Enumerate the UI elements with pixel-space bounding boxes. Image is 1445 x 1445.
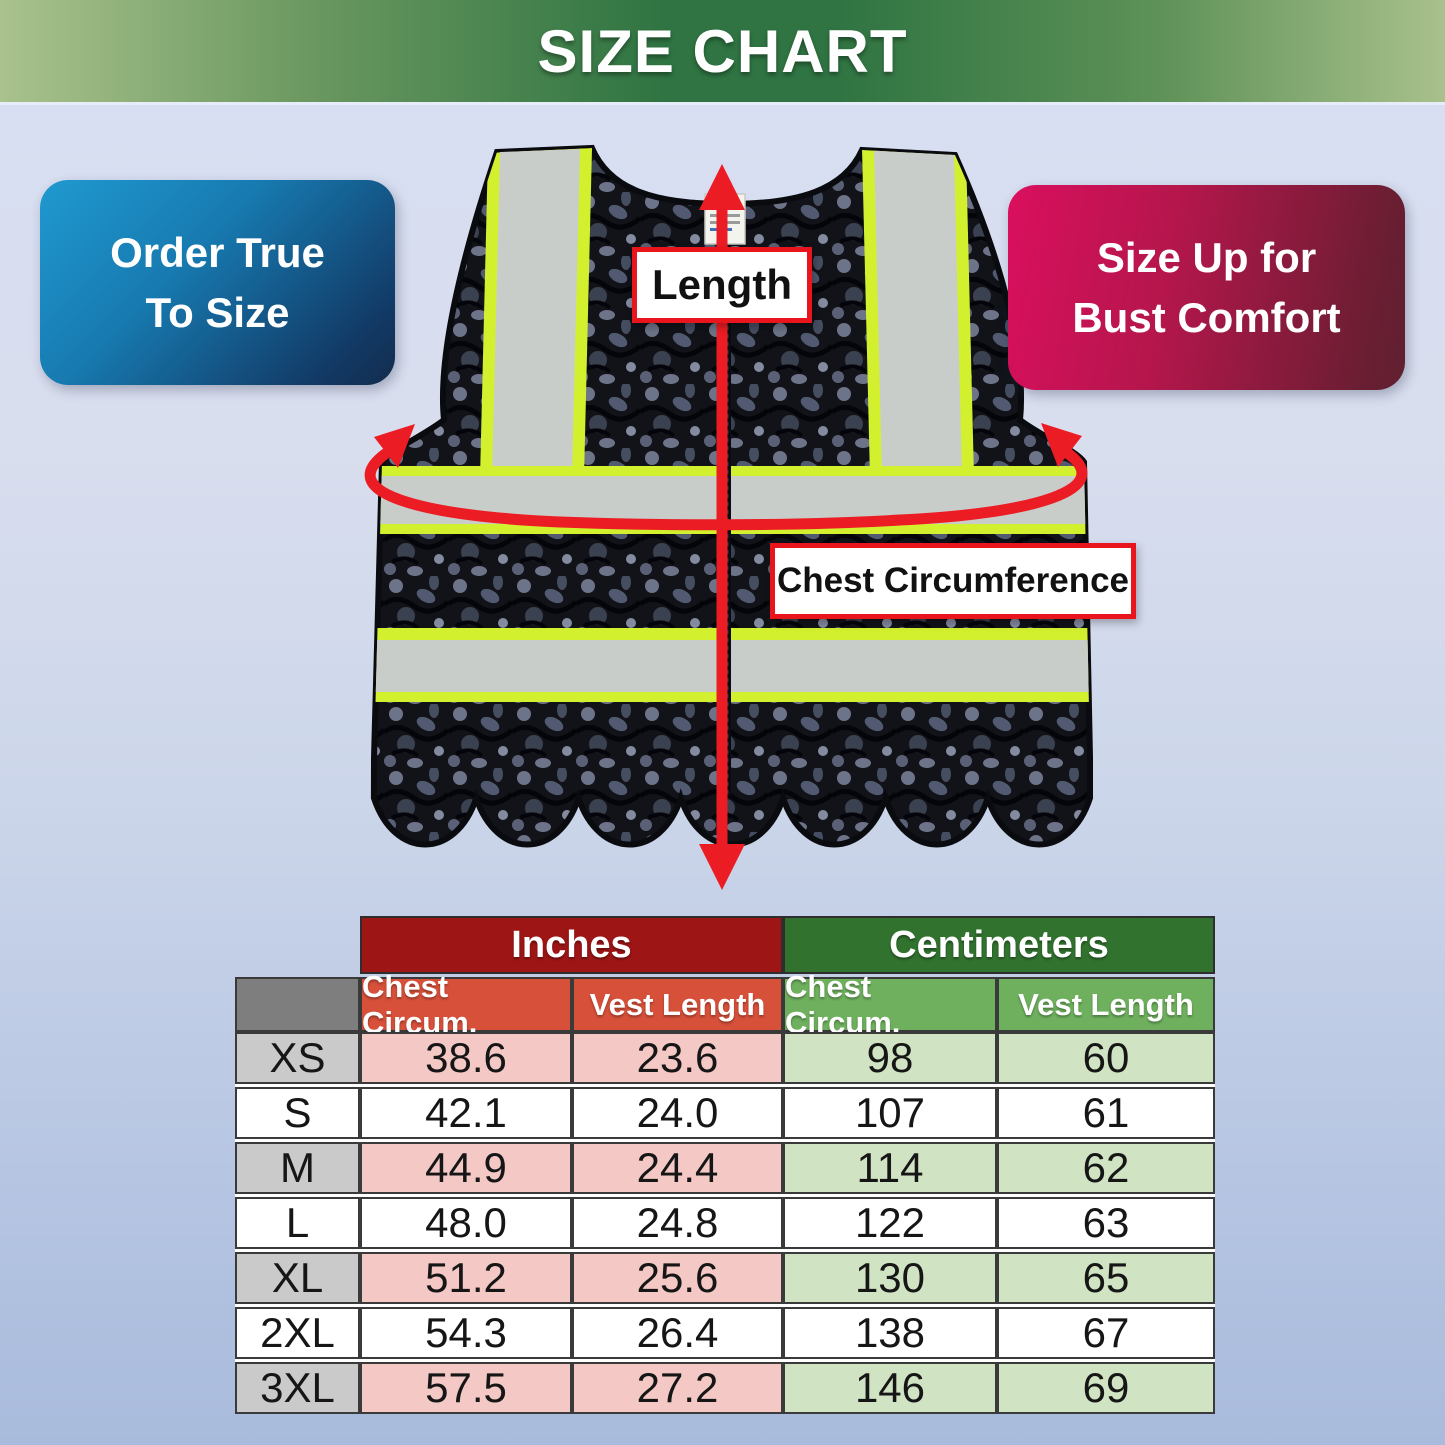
length-label: Length [632, 247, 812, 323]
length-in-cell: 24.0 [572, 1087, 783, 1139]
badge-line: Bust Comfort [1072, 293, 1341, 341]
page-title: SIZE CHART [537, 17, 908, 85]
chest-cm-cell: 98 [783, 1032, 997, 1084]
size-table-grid: Chest Circum. Vest Length Chest Circum. … [235, 969, 1215, 1414]
chest-circumference-label: Chest Circumference [770, 543, 1136, 619]
col-chest-cm: Chest Circum. [783, 969, 997, 1040]
chest-cm-cell: 107 [783, 1087, 997, 1139]
chest-in-cell: 38.6 [360, 1032, 572, 1084]
length-cm-cell: 65 [997, 1252, 1215, 1304]
size-cell: 3XL [235, 1362, 360, 1414]
col-length-in: Vest Length [572, 977, 783, 1032]
corner-cell [235, 977, 360, 1032]
right-reflective-stripe [874, 149, 962, 477]
length-cm-cell: 61 [997, 1087, 1215, 1139]
length-in-cell: 24.4 [572, 1142, 783, 1194]
order-true-to-size-badge: Order True To Size [40, 180, 395, 385]
size-cell: 2XL [235, 1307, 360, 1359]
length-arrow-icon [699, 164, 745, 890]
length-cm-cell: 62 [997, 1142, 1215, 1194]
badge-line: Size Up for [1096, 233, 1317, 281]
chest-cm-cell: 130 [783, 1252, 997, 1304]
col-chest-in: Chest Circum. [360, 969, 572, 1040]
safety-vest-diagram [364, 125, 1160, 890]
waist-reflective-band [373, 640, 1090, 692]
chest-in-cell: 54.3 [360, 1307, 572, 1359]
length-in-cell: 27.2 [572, 1362, 783, 1414]
size-cell: S [235, 1087, 360, 1139]
chest-in-cell: 42.1 [360, 1087, 572, 1139]
size-chart-banner: SIZE CHART [0, 0, 1445, 105]
size-cell: L [235, 1197, 360, 1249]
badge-line: Order True [110, 228, 325, 276]
length-cm-cell: 60 [997, 1032, 1215, 1084]
size-cell: XL [235, 1252, 360, 1304]
chest-cm-cell: 146 [783, 1362, 997, 1414]
chest-in-cell: 51.2 [360, 1252, 572, 1304]
length-cm-cell: 67 [997, 1307, 1215, 1359]
size-cell: M [235, 1142, 360, 1194]
chest-cm-cell: 122 [783, 1197, 997, 1249]
size-cell: XS [235, 1032, 360, 1084]
chest-in-cell: 48.0 [360, 1197, 572, 1249]
chest-circumference-arrow-icon [364, 423, 1088, 531]
inches-header: Inches [360, 916, 783, 974]
size-table: Inches Centimeters Chest Circum. Vest Le… [235, 916, 1215, 1414]
centimeters-header: Centimeters [783, 916, 1215, 974]
chest-cm-cell: 114 [783, 1142, 997, 1194]
length-cm-cell: 63 [997, 1197, 1215, 1249]
col-length-cm: Vest Length [997, 977, 1215, 1032]
chest-in-cell: 57.5 [360, 1362, 572, 1414]
length-cm-cell: 69 [997, 1362, 1215, 1414]
badge-line: To Size [145, 288, 290, 336]
length-in-cell: 23.6 [572, 1032, 783, 1084]
chest-cm-cell: 138 [783, 1307, 997, 1359]
size-up-bust-comfort-badge: Size Up for Bust Comfort [1008, 185, 1405, 390]
left-reflective-stripe [492, 149, 580, 477]
chest-in-cell: 44.9 [360, 1142, 572, 1194]
length-in-cell: 25.6 [572, 1252, 783, 1304]
unit-header-row: Inches Centimeters [360, 916, 1215, 974]
length-in-cell: 24.8 [572, 1197, 783, 1249]
length-in-cell: 26.4 [572, 1307, 783, 1359]
